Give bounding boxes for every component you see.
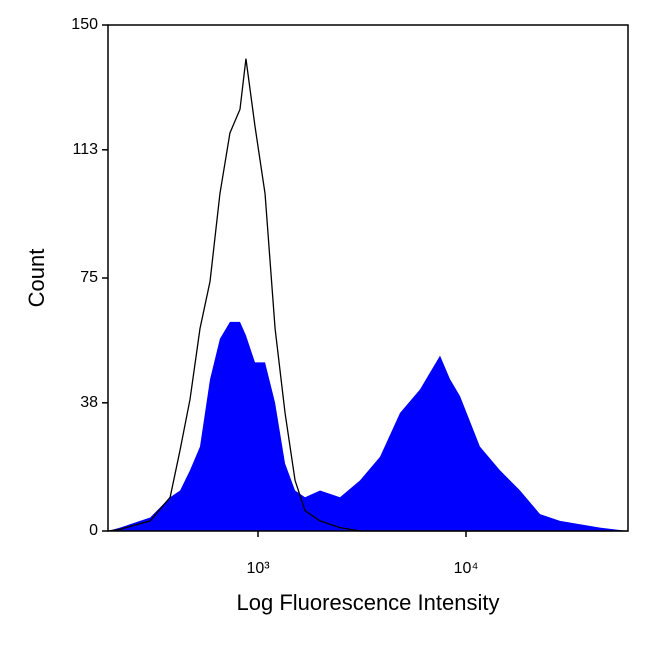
y-tick-label: 113 (72, 141, 98, 158)
line (107, 58, 628, 532)
x-axis-label: Log Fluorescence Intensity (237, 590, 500, 615)
area (108, 321, 628, 531)
y-tick-label: 38 (80, 394, 98, 411)
y-tick-label: 150 (71, 16, 98, 33)
x-tick-label: 10⁴ (454, 560, 479, 577)
plot-frame (107, 24, 629, 532)
y-tick-label: 75 (80, 269, 98, 286)
x-tick-label: 10³ (246, 560, 270, 577)
y-axis-label: Count (24, 249, 49, 308)
y-tick-label: 0 (89, 522, 98, 539)
